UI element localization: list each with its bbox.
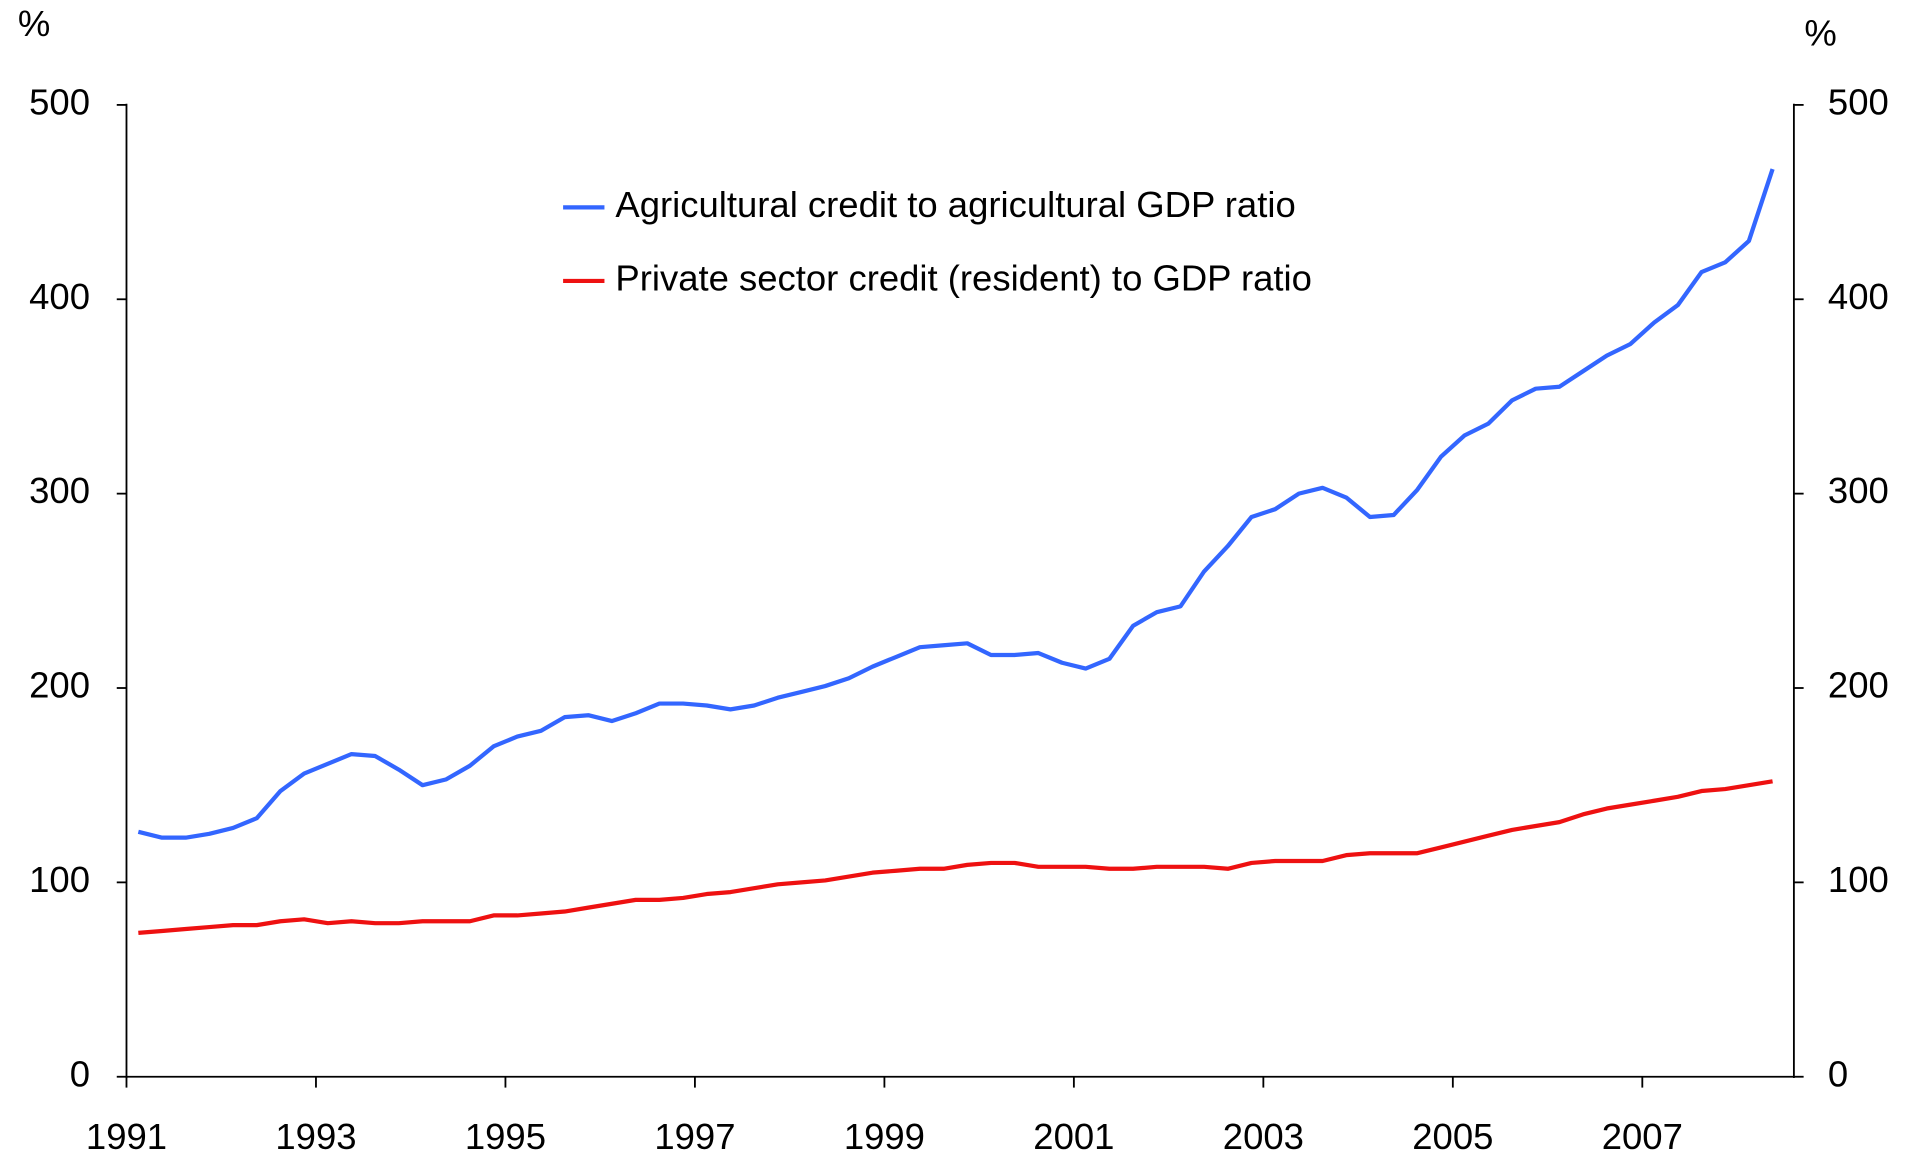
x-tick-label: 2007	[1602, 1116, 1683, 1157]
x-tick-label: 1997	[654, 1116, 735, 1157]
legend-label: Private sector credit (resident) to GDP …	[615, 258, 1312, 299]
series-line	[138, 779, 1773, 936]
y-tick-label: 200	[29, 665, 90, 706]
y2-tick-label: 100	[1828, 859, 1889, 900]
y-tick-label: 100	[29, 859, 90, 900]
y2-tick-label: 0	[1828, 1053, 1848, 1094]
series-line	[137, 168, 1775, 840]
x-tick-label: 2001	[1033, 1116, 1114, 1157]
x-tick-label: 1993	[275, 1116, 356, 1157]
y2-tick-label: 500	[1828, 82, 1889, 123]
x-tick-label: 1991	[86, 1116, 167, 1157]
y-tick-label: 0	[70, 1053, 90, 1094]
x-tick-label: 2005	[1412, 1116, 1493, 1157]
y-tick-label: 300	[29, 470, 90, 511]
y-axis-label: %	[18, 3, 50, 44]
y-tick-label: 400	[29, 276, 90, 317]
y2-tick-label: 200	[1828, 665, 1889, 706]
y-tick-label: 500	[29, 82, 90, 123]
y2-tick-label: 300	[1828, 470, 1889, 511]
x-tick-label: 1995	[465, 1116, 546, 1157]
x-tick-label: 1999	[844, 1116, 925, 1157]
legend-label: Agricultural credit to agricultural GDP …	[615, 184, 1295, 225]
y2-axis-label: %	[1804, 13, 1836, 54]
y2-tick-label: 400	[1828, 276, 1889, 317]
x-tick-label: 2003	[1223, 1116, 1304, 1157]
